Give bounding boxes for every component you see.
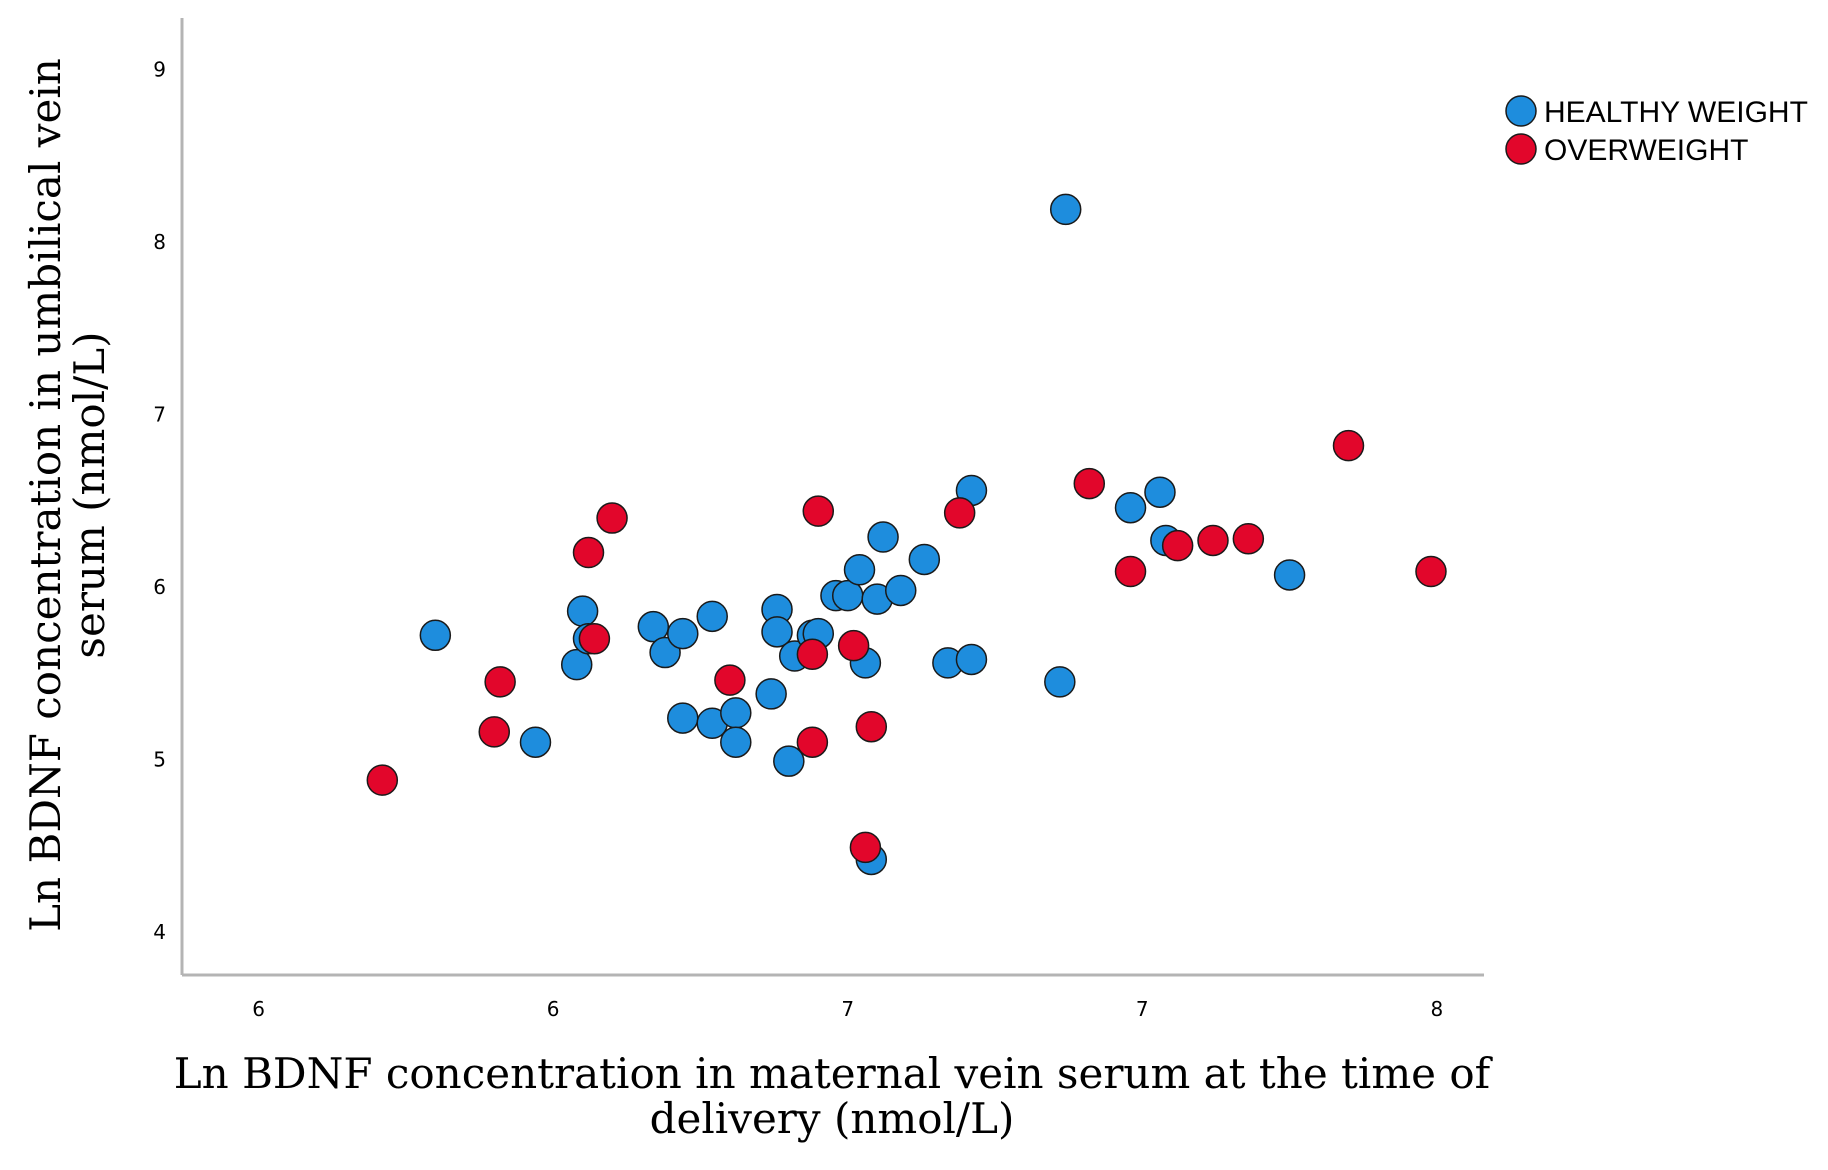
x-tick-label: 7	[1136, 997, 1149, 1021]
data-point	[1197, 524, 1229, 557]
data-point	[1415, 555, 1447, 588]
data-point	[773, 745, 805, 777]
data-point	[1161, 529, 1194, 562]
legend-label-healthy-weight: HEALTHY WEIGHT	[1544, 96, 1808, 129]
data-point	[908, 543, 941, 576]
x-tick-label: 7	[841, 997, 854, 1021]
data-point	[796, 726, 829, 758]
y-tick-label: 7	[153, 403, 166, 427]
data-point	[519, 726, 552, 758]
data-point	[419, 619, 452, 652]
legend-label-overweight: OVERWEIGHT	[1544, 134, 1748, 167]
data-point	[366, 764, 399, 796]
data-point	[849, 831, 882, 864]
x-axis-title-line-1: Ln BDNF concentration in maternal vein s…	[174, 1049, 1494, 1098]
data-point	[566, 595, 599, 627]
data-point	[1232, 522, 1265, 555]
y-tick-label: 9	[153, 58, 166, 82]
series-overweight	[366, 429, 1447, 864]
y-axis-title-line-1: Ln BDNF concentration in umbilical vein	[21, 58, 70, 932]
x-tick-label: 6	[252, 997, 265, 1021]
data-point	[478, 716, 510, 748]
data-point	[943, 497, 976, 529]
data-point	[755, 678, 787, 710]
y-tick-label: 6	[153, 575, 166, 599]
data-point	[484, 666, 516, 698]
data-point	[843, 554, 876, 586]
data-point	[1049, 193, 1082, 226]
data-point	[1044, 666, 1076, 698]
y-tick-label: 4	[153, 920, 166, 944]
x-tick-label: 6	[547, 997, 560, 1021]
data-point	[578, 623, 611, 655]
data-point	[855, 710, 888, 743]
data-point	[802, 495, 835, 527]
legend-marker-healthy-weight	[1505, 95, 1537, 127]
x-tick-label: 8	[1431, 997, 1444, 1021]
data-point	[955, 643, 988, 676]
legend-marker-overweight	[1505, 133, 1537, 165]
data-point	[1273, 559, 1306, 591]
data-point	[720, 697, 752, 729]
data-point	[596, 502, 628, 534]
data-point	[714, 664, 746, 696]
y-axis-ticks: 4 5 6 7 8 9	[153, 58, 166, 944]
data-point	[1073, 467, 1106, 500]
data-point	[796, 638, 829, 671]
y-axis-title-line-2: serum (nmol/L)	[65, 331, 114, 658]
data-point	[1144, 476, 1176, 508]
data-point	[885, 574, 917, 607]
data-point	[667, 702, 699, 734]
x-axis-title-line-2: delivery (nmol/L)	[650, 1094, 1015, 1143]
data-point	[667, 617, 699, 650]
data-point	[867, 521, 899, 553]
x-axis-ticks: 6 6 7 7 8	[252, 997, 1443, 1021]
data-point	[837, 629, 870, 662]
data-point	[1332, 429, 1365, 462]
data-point	[560, 648, 593, 681]
data-point	[572, 536, 605, 569]
y-tick-label: 5	[153, 747, 166, 771]
data-point	[761, 616, 793, 648]
data-point	[1114, 491, 1147, 524]
data-point	[720, 726, 752, 758]
data-point	[1114, 555, 1147, 588]
y-tick-label: 8	[153, 230, 166, 254]
data-points	[366, 193, 1447, 876]
data-point	[637, 610, 670, 643]
legend: HEALTHY WEIGHT OVERWEIGHT	[1505, 95, 1808, 167]
data-point	[696, 600, 728, 633]
